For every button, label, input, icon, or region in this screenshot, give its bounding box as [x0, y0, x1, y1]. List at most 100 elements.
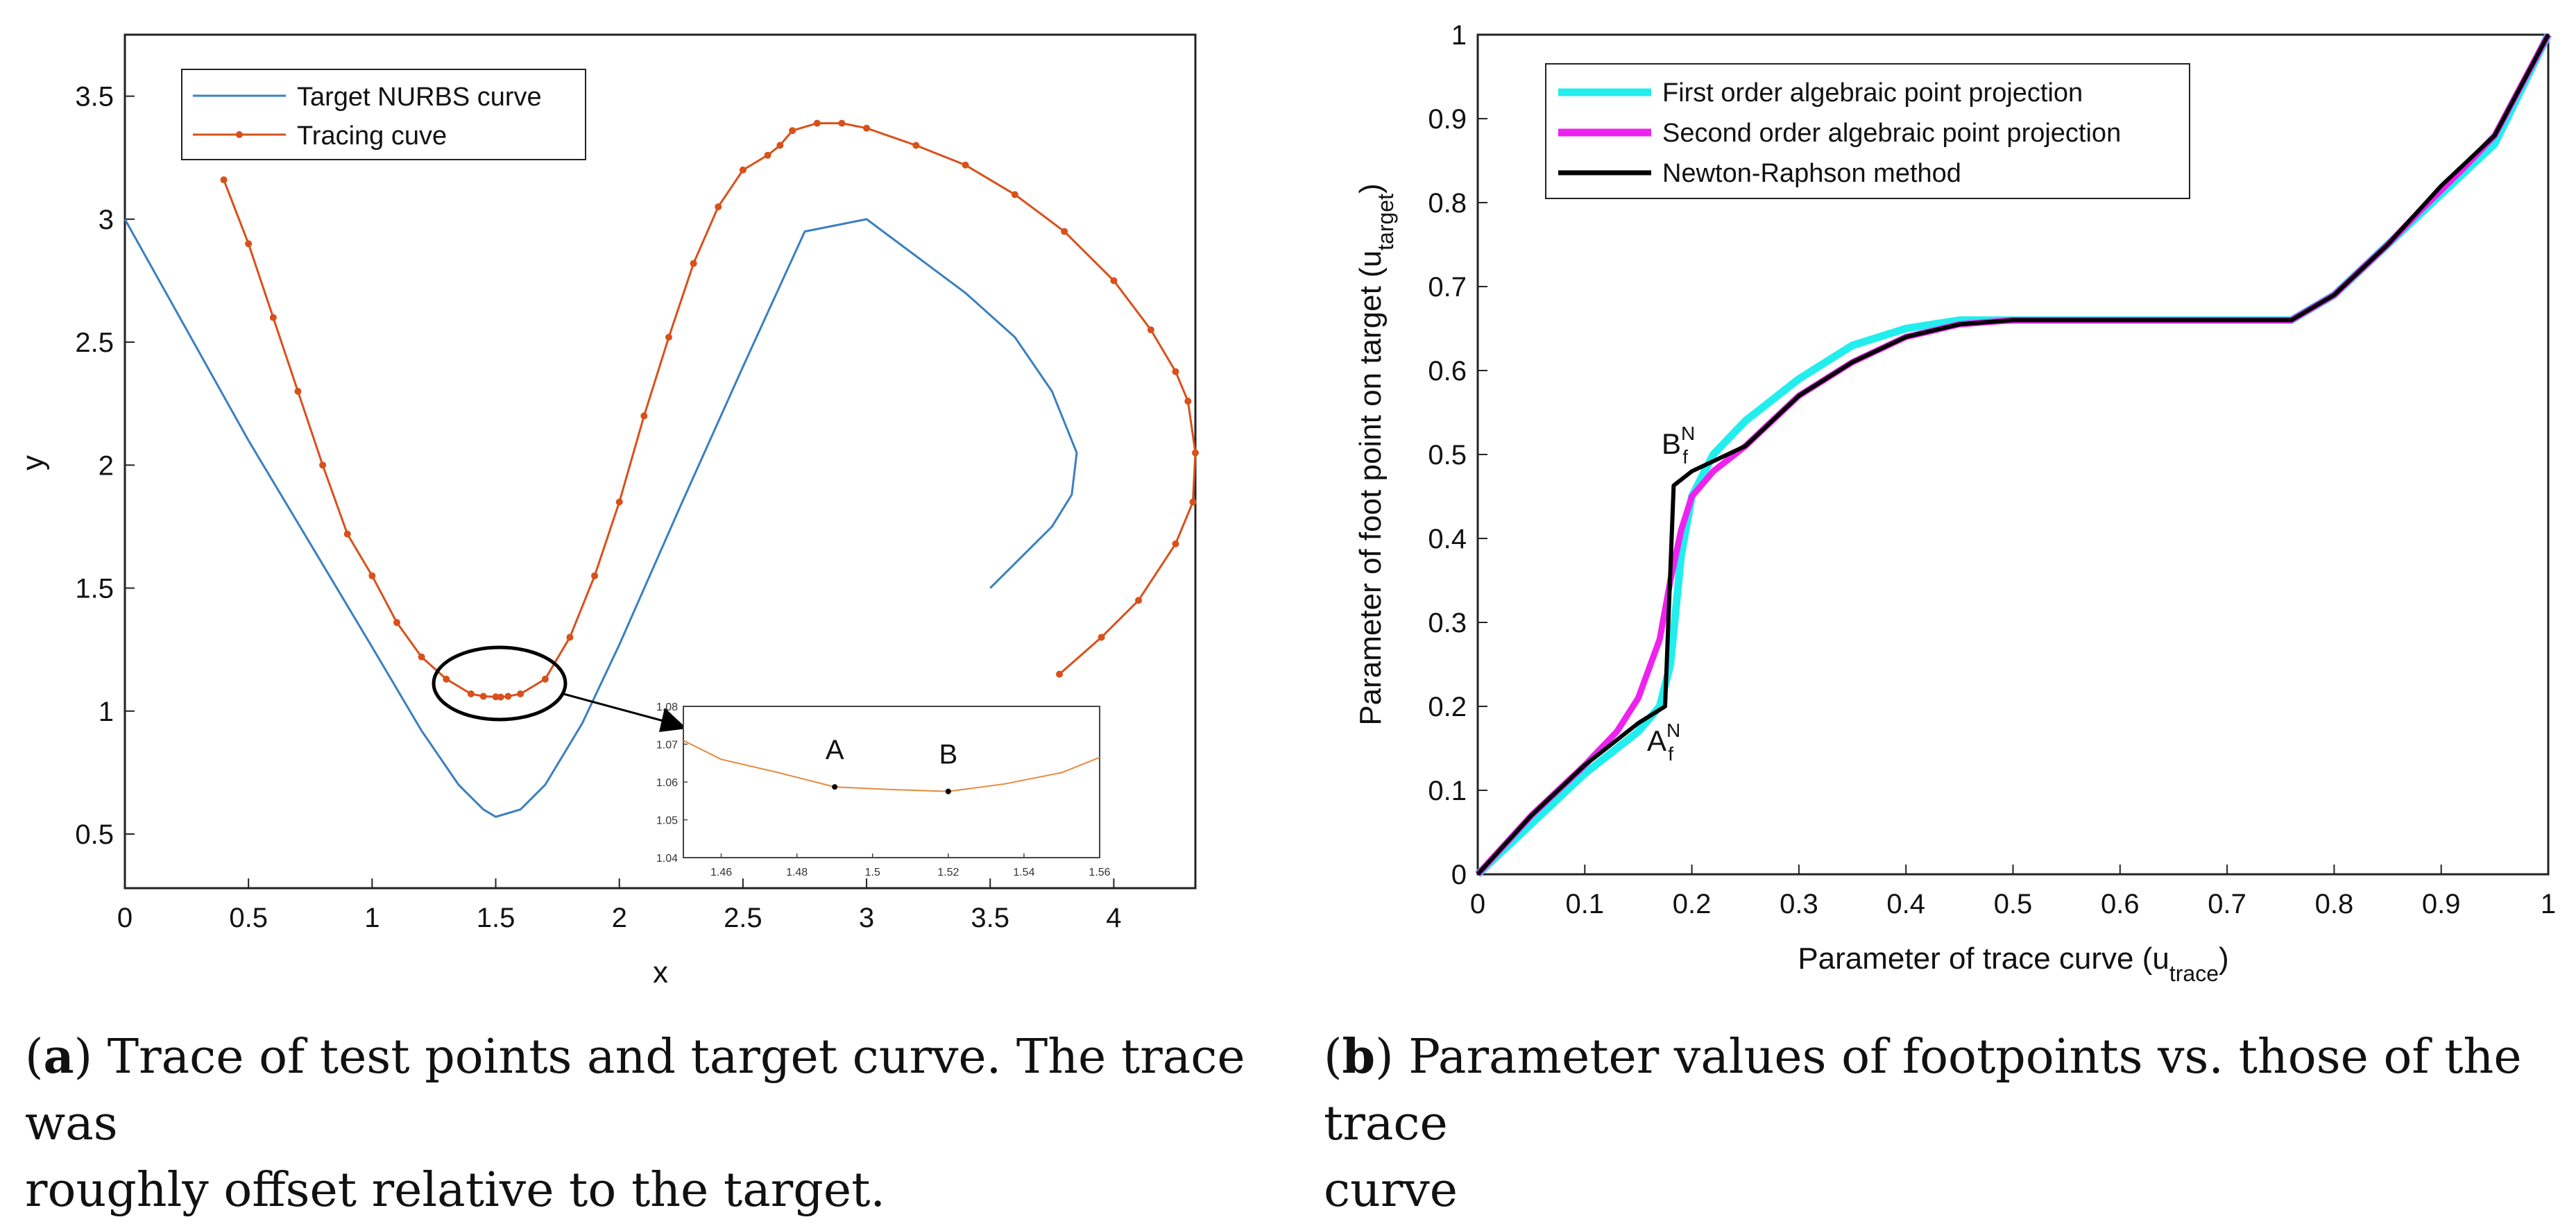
panel-b-xtick-label-9: 0.9 [2422, 889, 2461, 919]
panel-b-ytick-label-5: 0.5 [1428, 440, 1467, 470]
legend-label-first-order: First order algebraic point projection [1662, 78, 2083, 108]
inset-xtick-label-1: 1.48 [786, 867, 808, 878]
tracing-point-39 [1192, 449, 1199, 457]
tracing-point-15 [517, 690, 524, 697]
panel-a-xtick-label-1: 0.5 [229, 903, 268, 933]
panel-b-chart: 0 0.1 0.2 0.3 0.4 0.5 0.6 0.7 0.8 0.9 1 0 0.1 0.2 0.3 0… [1354, 20, 2556, 986]
panel-b-xtick-label-5: 0.5 [1994, 889, 2033, 919]
tracing-point-21 [665, 333, 672, 341]
panel-b-ytick-label-3: 0.3 [1428, 608, 1467, 638]
inset-ytick-label-3: 1.07 [656, 740, 678, 751]
inset-xtick-label-0: 1.46 [710, 867, 732, 878]
tracing-point-5 [343, 530, 351, 538]
tracing-point-34 [1061, 228, 1068, 235]
inset-xtick-label-4: 1.54 [1013, 867, 1034, 878]
tracing-point-28 [813, 119, 821, 127]
panel-b-point-labels: BN f AN f [1647, 423, 1695, 765]
inset-xtick-label-5: 1.56 [1089, 867, 1110, 878]
panel-a-ytick-label-0: 0.5 [75, 819, 114, 850]
point-label-B: BN f [1662, 423, 1695, 468]
panel-a-xtick-label-0: 0 [117, 903, 133, 933]
tracing-point-24 [739, 166, 747, 173]
caption-b: (b) Parameter values of footpoints vs. t… [1324, 1029, 2522, 1218]
tracing-point-26 [776, 142, 784, 149]
tracing-point-18 [591, 572, 599, 579]
panel-b-xtick-label-6: 0.6 [2101, 889, 2140, 919]
tracing-point-38 [1184, 398, 1192, 405]
panel-b-ytick-label-9: 0.9 [1428, 104, 1467, 135]
panel-b-xtick-label-2: 0.2 [1673, 889, 1712, 919]
panel-b-legend: First order algebraic point projection S… [1545, 63, 2190, 199]
legend-label-newton: Newton-Raphson method [1662, 159, 1961, 188]
tracing-point-3 [294, 387, 302, 395]
zoom-arrow-line [563, 692, 667, 723]
figure-canvas: 0 0.5 1 1.5 2 2.5 3 3.5 40.511.522.533.5 1.46 1.4… [16, 20, 2556, 989]
inset-zoom-chart: 1.46 1.48 1.5 1.52 1.54 1.56 1.04 1.05 1.06 1.07 1… [656, 702, 1111, 878]
inset-point-label-B: B [939, 740, 957, 770]
tracing-point-25 [764, 151, 771, 159]
tracing-point-7 [393, 619, 400, 627]
panel-a-ytick-label-4: 2.5 [75, 328, 114, 358]
tracing-point-12 [492, 693, 500, 701]
panel-a-xtick-label-2: 1 [364, 903, 379, 933]
tracing-point-20 [640, 412, 648, 420]
inset-ytick-label-1: 1.05 [656, 815, 678, 827]
panel-b-ylabel: Parameter of foot point on target (utarg… [1354, 183, 1398, 725]
panel-b-ytick-label-10: 1 [1451, 20, 1467, 51]
panel-b-ytick-label-0: 0 [1451, 860, 1467, 890]
panel-b-xtick-label-3: 0.3 [1780, 889, 1818, 919]
tracing-point-6 [368, 572, 376, 579]
tracing-point-2 [269, 314, 277, 321]
panel-b-ticks: 0 0.1 0.2 0.3 0.4 0.5 0.6 0.7 0.8 0.9 1 0 0.1 0.2 0.3 0… [1428, 20, 2556, 919]
inset-axes-box [683, 706, 1100, 858]
tracing-point-30 [863, 124, 871, 132]
panel-b-ytick-label-8: 0.8 [1428, 188, 1467, 219]
tracing-point-42 [1135, 597, 1143, 604]
panel-b-xtick-label-0: 0 [1470, 889, 1485, 919]
tracing-point-10 [467, 690, 475, 697]
inset-point-A [832, 784, 838, 790]
inset-ytick-label-0: 1.04 [656, 853, 678, 865]
tracing-point-27 [789, 127, 796, 135]
tracing-point-17 [566, 634, 574, 641]
tracing-point-36 [1147, 326, 1154, 334]
tracing-point-8 [418, 653, 425, 661]
tracing-point-29 [838, 119, 846, 127]
tracing-point-41 [1172, 540, 1179, 547]
tracing-point-0 [220, 176, 228, 184]
panel-b-ytick-label-7: 0.7 [1428, 272, 1467, 303]
zoom-arrow-head [659, 708, 687, 732]
tracing-point-11 [479, 692, 487, 700]
panel-a-xtick-label-8: 4 [1106, 903, 1121, 933]
panel-a-xtick-label-5: 2.5 [724, 903, 762, 933]
tracing-point-31 [912, 142, 920, 149]
tracing-point-44 [1056, 670, 1064, 678]
legend-label-tracing: Tracing cuve [297, 121, 447, 151]
caption-a: (a) Trace of test points and target curv… [25, 1029, 1245, 1218]
tracing-point-4 [319, 461, 327, 469]
inset-ytick-label-4: 1.08 [656, 702, 678, 713]
tracing-point-33 [1011, 191, 1018, 198]
panel-a-ytick-label-5: 3 [99, 205, 114, 235]
panel-b-ytick-label-2: 0.2 [1428, 692, 1467, 722]
panel-b-xlabel: Parameter of trace curve (utrace) [1798, 942, 2228, 986]
panel-b-xtick-label-10: 1 [2541, 889, 2556, 919]
panel-a-xtick-label-4: 2 [612, 903, 627, 933]
panel-a-ytick-label-2: 1.5 [75, 574, 114, 604]
inset-tracing-line [683, 740, 1100, 792]
panel-a-xlabel: x [653, 955, 668, 989]
panel-b-series-newton-raphson [1476, 33, 2550, 876]
panel-b-legend-box [1545, 63, 2190, 199]
inset-xtick-label-3: 1.52 [937, 867, 959, 878]
panel-b-ytick-label-1: 0.1 [1428, 776, 1467, 806]
panel-a-xtick-label-7: 3.5 [971, 903, 1009, 933]
panel-a-xtick-label-6: 3 [859, 903, 874, 933]
tracing-point-14 [504, 692, 512, 700]
panel-a-ticks: 0 0.5 1 1.5 2 2.5 3 3.5 40.511.522.533.5 [75, 82, 1121, 933]
panel-a-legend: Target NURBS curve Tracing cuve [181, 69, 586, 160]
tracing-point-22 [690, 260, 697, 267]
panel-a-xtick-label-3: 1.5 [477, 903, 515, 933]
legend-label-second-order: Second order algebraic point projection [1662, 119, 2121, 148]
panel-a-ytick-label-3: 2 [99, 450, 114, 481]
